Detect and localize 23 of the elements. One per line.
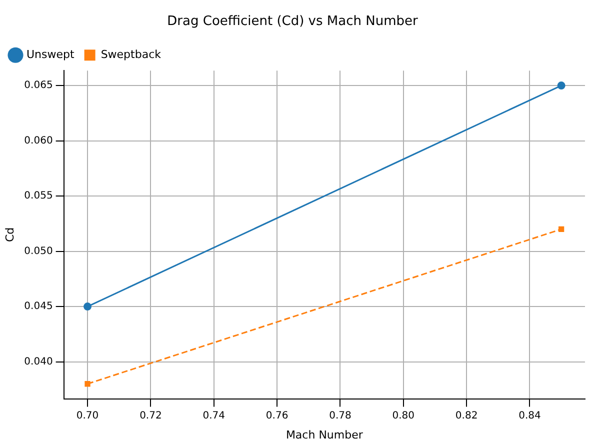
point: [84, 381, 90, 387]
y-tick-label: 0.060: [24, 135, 53, 146]
y-tick-label: 0.045: [24, 301, 53, 312]
x-tick-label: 0.78: [329, 410, 352, 422]
x-axis-title: Mach Number: [286, 428, 364, 442]
y-tick-label: 0.055: [24, 190, 53, 202]
point: [558, 226, 564, 232]
x-tick-label: 0.76: [266, 410, 288, 422]
x-tick-label: 0.82: [455, 410, 478, 422]
x-tick-label: 0.72: [140, 410, 162, 422]
x-tick-label: 0.80: [392, 410, 415, 422]
y-axis-title: Cd: [3, 227, 16, 242]
legend-label: Sweptback: [100, 48, 162, 61]
point: [84, 302, 92, 311]
chart-title: Drag Coefficient (Cd) vs Mach Number: [167, 14, 418, 30]
legend-label: Unswept: [26, 48, 75, 61]
x-tick-label: 0.84: [518, 410, 541, 422]
y-tick-label: 0.050: [24, 246, 53, 257]
x-tick-label: 0.70: [76, 410, 99, 422]
y-tick-label: 0.065: [24, 80, 53, 92]
x-tick-label: 0.74: [202, 410, 225, 422]
point: [557, 82, 566, 90]
y-tick-label: 0.040: [24, 356, 53, 368]
